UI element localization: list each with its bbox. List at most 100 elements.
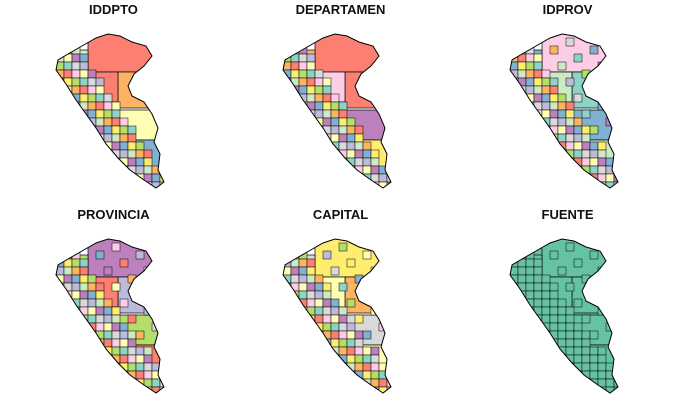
province bbox=[517, 282, 527, 292]
province bbox=[589, 125, 599, 135]
province bbox=[533, 69, 543, 79]
province bbox=[338, 133, 348, 143]
province bbox=[338, 101, 348, 111]
province bbox=[71, 266, 81, 276]
province bbox=[314, 282, 324, 292]
province bbox=[306, 69, 316, 79]
province bbox=[56, 370, 65, 380]
province bbox=[557, 266, 567, 276]
province bbox=[103, 362, 113, 372]
province bbox=[111, 101, 121, 111]
province bbox=[330, 266, 340, 276]
province bbox=[103, 101, 113, 111]
province bbox=[314, 101, 324, 111]
province bbox=[127, 346, 137, 356]
province bbox=[370, 266, 380, 276]
province bbox=[306, 93, 316, 103]
province bbox=[605, 378, 615, 388]
province bbox=[517, 141, 527, 151]
province bbox=[573, 141, 583, 151]
province bbox=[143, 362, 153, 372]
province bbox=[338, 242, 348, 252]
province bbox=[510, 250, 511, 260]
region bbox=[344, 71, 386, 109]
province bbox=[354, 165, 364, 175]
province bbox=[549, 165, 559, 175]
province bbox=[581, 157, 591, 167]
province bbox=[613, 133, 618, 143]
province bbox=[103, 298, 113, 308]
province bbox=[298, 258, 308, 268]
province bbox=[605, 77, 615, 87]
province bbox=[283, 266, 284, 276]
province bbox=[71, 61, 81, 71]
province bbox=[103, 306, 113, 316]
province bbox=[354, 354, 364, 364]
province bbox=[159, 173, 164, 183]
province bbox=[143, 149, 153, 159]
province bbox=[127, 125, 137, 135]
province bbox=[87, 282, 97, 292]
province bbox=[573, 330, 583, 340]
province bbox=[306, 330, 316, 340]
province bbox=[622, 315, 630, 323]
province bbox=[581, 386, 591, 393]
province bbox=[613, 386, 618, 393]
province bbox=[79, 125, 89, 135]
province bbox=[330, 322, 340, 332]
province bbox=[581, 338, 591, 348]
province bbox=[403, 371, 405, 379]
province bbox=[557, 117, 567, 127]
province bbox=[111, 125, 121, 135]
province bbox=[135, 362, 145, 372]
panel-title: CAPITAL bbox=[312, 207, 369, 222]
province bbox=[119, 378, 129, 388]
province bbox=[111, 354, 121, 364]
province bbox=[79, 298, 89, 308]
province bbox=[290, 34, 300, 39]
province bbox=[103, 354, 113, 364]
province bbox=[56, 266, 57, 276]
province bbox=[370, 149, 380, 159]
province bbox=[354, 362, 364, 372]
province bbox=[565, 109, 575, 119]
province bbox=[283, 77, 284, 87]
province bbox=[630, 86, 632, 94]
province bbox=[346, 362, 356, 372]
province bbox=[330, 362, 340, 372]
province bbox=[613, 258, 618, 268]
province bbox=[119, 141, 129, 151]
province bbox=[111, 149, 121, 159]
province bbox=[517, 93, 527, 103]
province bbox=[338, 354, 348, 364]
province bbox=[71, 290, 81, 300]
province bbox=[338, 338, 348, 348]
province bbox=[581, 346, 591, 356]
region bbox=[531, 354, 563, 393]
province bbox=[298, 85, 308, 95]
province bbox=[290, 298, 300, 308]
province bbox=[362, 157, 372, 167]
province bbox=[79, 290, 89, 300]
province bbox=[630, 126, 632, 134]
province bbox=[557, 149, 567, 159]
province bbox=[573, 258, 583, 268]
province bbox=[56, 53, 65, 63]
province bbox=[283, 282, 284, 292]
province bbox=[557, 330, 567, 340]
province bbox=[56, 34, 57, 39]
province bbox=[127, 157, 137, 167]
province bbox=[597, 165, 607, 175]
province bbox=[119, 258, 129, 268]
province bbox=[549, 354, 559, 364]
province bbox=[549, 282, 559, 292]
province bbox=[354, 181, 364, 188]
province bbox=[314, 314, 324, 324]
province bbox=[622, 150, 630, 158]
province bbox=[135, 386, 145, 393]
province bbox=[557, 157, 567, 167]
province bbox=[581, 239, 591, 244]
peru-map bbox=[55, 238, 165, 394]
province bbox=[306, 61, 316, 71]
region bbox=[571, 71, 613, 109]
